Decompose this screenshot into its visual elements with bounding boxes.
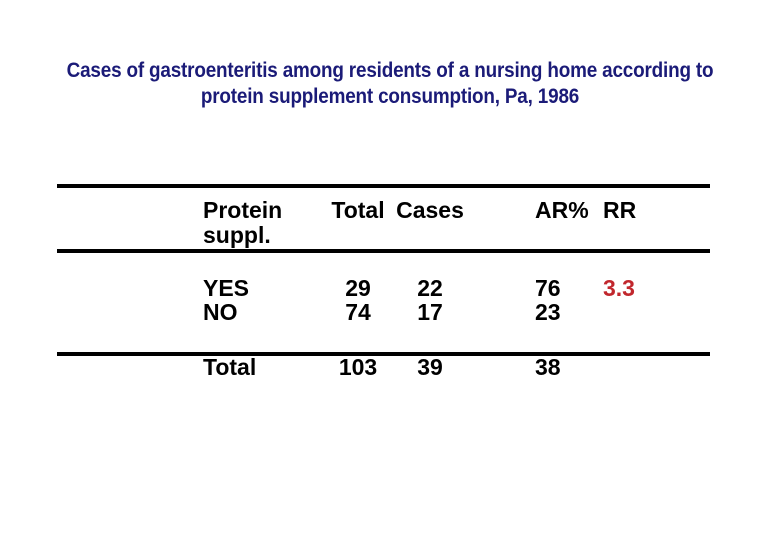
no-ar-value: 23 [535, 299, 561, 325]
yes-ar-value: 76 [535, 275, 561, 301]
header-protein-line1: Protein [203, 197, 283, 223]
column-header-protein-suppl: Protein suppl. [203, 198, 282, 248]
column-header-ar-percent: AR% [535, 197, 589, 223]
yes-cases-value: 22 [417, 275, 443, 301]
column-header-cases: Cases [396, 197, 464, 223]
row-label-total: Total [203, 354, 257, 380]
column-header-rr: RR [603, 197, 637, 223]
table-rule-below-header [57, 249, 710, 253]
no-total-value: 74 [345, 299, 371, 325]
slide-title: Cases of gastroenteritis among residents… [0, 58, 780, 110]
row-label-yes: YES [203, 275, 250, 301]
table-rule-above-total [57, 352, 710, 356]
total-cases-value: 39 [417, 354, 443, 380]
table-rule-top [57, 184, 710, 188]
header-protein-line2: suppl. [203, 222, 271, 248]
total-total-value: 103 [338, 354, 378, 380]
title-line-1: Cases of gastroenteritis among residents… [66, 59, 714, 82]
column-header-total: Total [331, 197, 385, 223]
total-ar-value: 38 [535, 354, 561, 380]
no-cases-value: 17 [417, 299, 443, 325]
row-label-no: NO [203, 299, 238, 325]
yes-rr-value: 3.3 [603, 275, 635, 301]
title-line-2: protein supplement consumption, Pa, 1986 [200, 85, 580, 108]
yes-total-value: 29 [345, 275, 371, 301]
